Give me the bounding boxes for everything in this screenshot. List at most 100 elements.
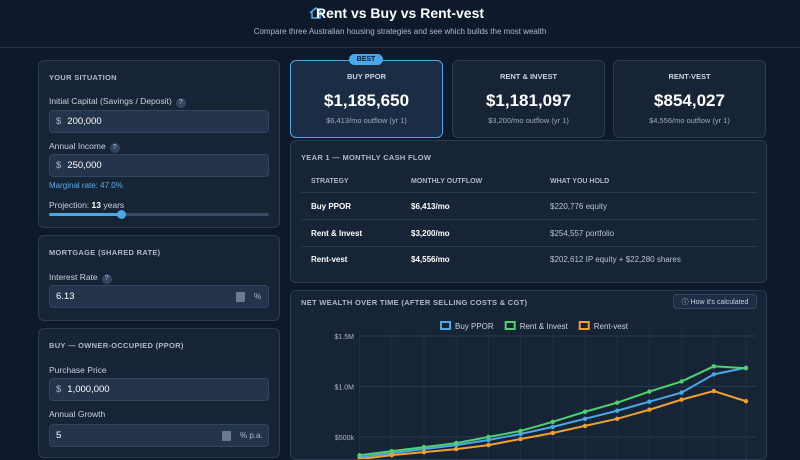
chart: $500k $1.0M $1.5M Buy PPOR Rent & Invest Rent… — [335, 321, 756, 459]
data-point — [454, 440, 459, 446]
page-subtitle: Compare three Australian housing strateg… — [253, 27, 547, 36]
card-label: RENT & INVEST — [499, 72, 558, 81]
field-label: Annual Income? — [49, 141, 120, 153]
page: { "header": {"title": "Rent vs Buy vs Re… — [0, 5, 800, 460]
data-point — [679, 379, 684, 384]
data-point — [615, 416, 620, 422]
data-point — [647, 399, 652, 404]
data-point — [389, 448, 394, 454]
slider-track[interactable] — [49, 213, 269, 216]
help-icon[interactable]: ? — [109, 143, 120, 153]
input-unit: % p.a. — [240, 431, 263, 440]
currency-prefix: $ — [56, 116, 62, 127]
card-value: $1,181,097 — [485, 91, 572, 110]
data-point — [357, 452, 362, 458]
table-cell: $6,413/mo — [411, 202, 450, 211]
card-value: $1,185,650 — [323, 91, 410, 110]
capital-input[interactable]: $200,000 — [49, 110, 269, 133]
info-button[interactable]: ⓘ How it's calculated — [673, 294, 757, 309]
slider-fill — [49, 213, 122, 216]
y-tick-label: $500k — [335, 435, 355, 442]
table-cell: $3,200/mo — [411, 228, 450, 238]
legend-label: Buy PPOR — [455, 322, 494, 331]
label-text: Projection: — [49, 200, 90, 210]
currency-prefix: $ — [56, 160, 62, 171]
legend-swatch — [440, 321, 451, 330]
field-label: Purchase Price — [49, 365, 107, 375]
cashflow-panel: YEAR 1 — MONTHLY CASH FLOW STRATEGY MONTH… — [290, 140, 767, 283]
data-point — [518, 428, 523, 434]
table-cell: Rent & Invest — [311, 228, 363, 238]
y-tick-label: $1.5M — [335, 334, 355, 341]
table-divider — [301, 192, 757, 193]
data-point — [550, 419, 555, 425]
section-heading: YOUR SITUATION — [49, 73, 117, 82]
data-point — [550, 424, 555, 430]
rate-input[interactable]: 6.13 % — [49, 285, 269, 308]
data-point — [679, 397, 684, 402]
table-cell: $254,557 portfolio — [550, 228, 615, 238]
spinner[interactable] — [236, 292, 245, 302]
legend-swatch — [578, 321, 590, 330]
label-text: Interest Rate — [49, 272, 98, 282]
data-point — [743, 366, 749, 371]
data-point — [518, 436, 523, 442]
price-input[interactable]: $1,000,000 — [49, 378, 269, 401]
legend-label: Rent-vest — [594, 322, 629, 331]
table-cell: Rent-vest — [311, 255, 348, 264]
help-icon[interactable]: ? — [175, 98, 186, 108]
page-title: Rent vs Buy vs Rent-vest — [315, 5, 485, 21]
card-value: $854,027 — [654, 91, 725, 110]
chart-panel: NET WEALTH OVER TIME (AFTER SELLING COST… — [290, 290, 767, 460]
situation-panel: YOUR SITUATION Initial Capital (Savings … — [38, 60, 280, 228]
label-text: years — [103, 200, 125, 210]
column-header: STRATEGY — [311, 178, 349, 185]
table-cell: $220,776 equity — [550, 202, 607, 211]
input-value: 1,000,000 — [67, 384, 110, 395]
legend-label: Rent & Invest — [520, 322, 569, 331]
table-divider — [301, 219, 757, 220]
table-cell: $4,556/mo — [411, 255, 450, 264]
field-label: Initial Capital (Savings / Deposit)? — [49, 96, 186, 108]
ppor-panel: BUY — OWNER-OCCUPIED (PPOR) Purchase Pri… — [38, 328, 280, 458]
data-point — [486, 442, 491, 448]
projection-label: Projection: 13 years — [49, 200, 124, 210]
header-divider — [0, 47, 800, 48]
section-heading: BUY — OWNER-OCCUPIED (PPOR) — [49, 341, 184, 350]
currency-prefix: $ — [56, 384, 62, 395]
data-point — [421, 449, 427, 455]
growth-input[interactable]: 5 % p.a. — [49, 424, 269, 447]
result-card: BUY PPOR $1,185,650 $6,413/mo outflow (y… — [290, 60, 443, 138]
slider-knob[interactable] — [117, 210, 126, 219]
help-icon[interactable]: ? — [101, 274, 112, 284]
section-heading: MORTGAGE (SHARED RATE) — [49, 248, 161, 257]
data-point — [711, 364, 716, 369]
input-value: 6.13 — [56, 291, 75, 302]
spinner[interactable] — [222, 431, 231, 441]
card-label: BUY PPOR — [346, 72, 387, 81]
data-point — [518, 431, 523, 437]
data-point — [486, 434, 491, 440]
income-input[interactable]: $250,000 — [49, 154, 269, 177]
table-cell: $202,612 IP equity + $22,280 shares — [550, 255, 681, 264]
field-label: Annual Growth — [49, 409, 106, 419]
result-card: RENT & INVEST $1,181,097 $3,200/mo outfl… — [452, 60, 605, 138]
label-text: Initial Capital (Savings / Deposit) — [49, 96, 172, 106]
data-point — [679, 390, 684, 395]
mortgage-panel: MORTGAGE (SHARED RATE) Interest Rate? 6.… — [38, 235, 280, 321]
input-value: 200,000 — [67, 116, 102, 127]
card-outflow: $6,413/mo outflow (yr 1) — [326, 116, 407, 125]
input-value: 250,000 — [67, 160, 102, 171]
input-unit: % — [254, 292, 262, 301]
card-outflow: $3,200/mo outflow (yr 1) — [488, 116, 569, 125]
data-point — [647, 407, 652, 412]
projection-years: 13 — [91, 200, 102, 210]
marginal-rate: Marginal rate: 47.0% — [49, 181, 123, 190]
data-point — [647, 389, 652, 394]
table-cell: Buy PPOR — [311, 202, 352, 211]
data-point — [389, 452, 394, 458]
legend-swatch — [504, 321, 516, 330]
chart-title: NET WEALTH OVER TIME (AFTER SELLING COST… — [301, 298, 528, 307]
data-point — [550, 430, 555, 436]
data-point — [615, 408, 620, 413]
